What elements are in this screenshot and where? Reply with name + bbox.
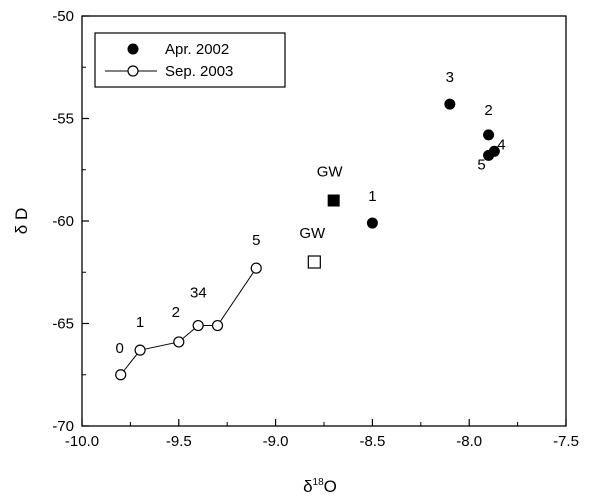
sep-2003-point-label: 1 — [136, 314, 144, 331]
sep-2003-point — [115, 369, 127, 381]
apr-2002-point-label: 2 — [484, 102, 492, 119]
x-tick-label: -9.5 — [166, 433, 192, 450]
sep-2003-point — [173, 336, 185, 348]
x-tick-label: -8.0 — [456, 433, 482, 450]
legend-filled-circle-icon — [127, 43, 139, 55]
sep-2003-point — [134, 344, 146, 356]
legend-label-apr-2002: Apr. 2002 — [165, 41, 229, 58]
apr-2002-point-label: 1 — [368, 188, 376, 205]
y-tick-label: -50 — [52, 8, 74, 25]
sep-2003-point-label: 3 — [190, 285, 198, 302]
y-tick-label: -70 — [52, 418, 74, 435]
apr-2002-point-label: 4 — [497, 136, 505, 153]
gw-label: GW — [317, 164, 344, 181]
x-tick-label: -8.5 — [359, 433, 385, 450]
sep-2003-point-label: 0 — [116, 340, 124, 357]
legend-open-circle-icon — [127, 65, 139, 77]
x-tick-label: -9.0 — [263, 433, 289, 450]
sep-2003-point — [250, 262, 262, 274]
apr-2002-point — [366, 217, 378, 229]
y-tick-label: -60 — [52, 213, 74, 230]
gw-label: GW — [299, 225, 326, 242]
apr-2002-point — [444, 98, 456, 110]
x-tick-label: -10.0 — [65, 433, 99, 450]
sep-2003-point-label: 5 — [252, 232, 260, 249]
apr-2002-point-label: 3 — [446, 69, 454, 86]
x-axis-title: δ18O — [303, 477, 337, 496]
sep-2003-point-label: 2 — [172, 304, 180, 321]
apr-2002-point-label: 5 — [477, 156, 485, 173]
legend-label-sep-2003: Sep. 2003 — [165, 63, 233, 80]
x-tick-label: -7.5 — [553, 433, 579, 450]
y-tick-label: -55 — [52, 111, 74, 128]
apr-2002-point — [483, 149, 495, 161]
sep-2003-point — [192, 319, 204, 332]
sep-2003-point-label: 4 — [198, 285, 206, 302]
apr-2002-point — [483, 129, 495, 141]
sep-2003-point — [211, 319, 224, 332]
gw-open-square — [307, 255, 321, 269]
y-tick-label: -65 — [52, 316, 74, 333]
y-axis-title: δ D — [12, 208, 31, 234]
gw-filled-square — [327, 194, 340, 207]
legend-box — [94, 32, 286, 88]
